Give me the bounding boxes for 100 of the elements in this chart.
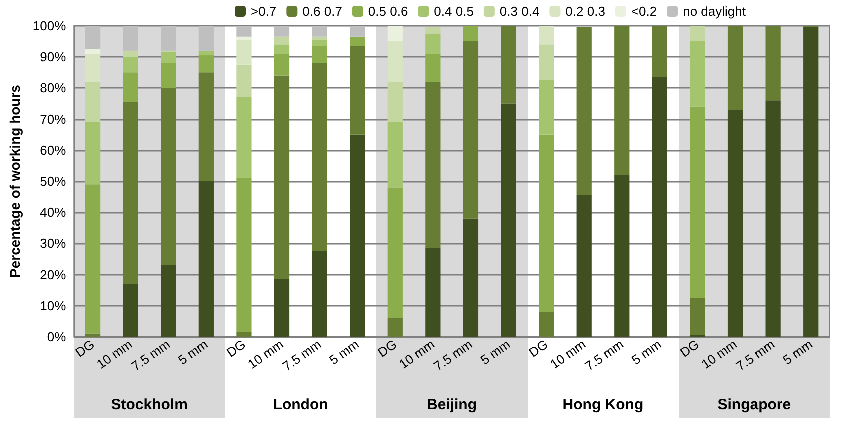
- bar: [388, 188, 403, 318]
- y-tick-label: 50%: [40, 174, 67, 189]
- bar: [538, 80, 554, 135]
- bar: [312, 26, 328, 37]
- legend-label: <0.2: [631, 4, 658, 19]
- bar: [236, 40, 252, 65]
- bar: [274, 36, 290, 45]
- x-tick-label: 5 mm: [478, 336, 514, 368]
- bar: [463, 218, 479, 337]
- x-tick-label: DG: [224, 336, 249, 360]
- bar: [85, 82, 101, 122]
- y-tick-label: 90%: [40, 50, 67, 65]
- x-tick-label: 5 mm: [326, 336, 362, 368]
- bar: [350, 46, 366, 135]
- bar: [690, 42, 706, 107]
- bar: [538, 44, 554, 80]
- text: Hong Kong: [562, 396, 644, 414]
- bar: [576, 28, 592, 196]
- bar: [274, 26, 290, 37]
- bar: [690, 26, 706, 42]
- bar: [463, 26, 479, 42]
- bar: [123, 26, 138, 51]
- x-tick-label: 5 mm: [176, 336, 211, 368]
- x-tick-label: 5 mm: [780, 336, 816, 368]
- x-tick-label: DG: [375, 336, 400, 360]
- y-tick-label: 70%: [40, 112, 67, 127]
- bar: [198, 50, 214, 56]
- bar: [538, 312, 554, 337]
- bar: [85, 49, 101, 54]
- bar: [236, 332, 252, 337]
- legend-label: no daylight: [683, 4, 746, 19]
- y-tick-label: 10%: [40, 298, 67, 314]
- bar: [161, 52, 176, 64]
- bar: [161, 265, 176, 337]
- x-tick-label: DG: [526, 336, 551, 360]
- bar: [501, 104, 516, 337]
- bar: [198, 72, 214, 182]
- bar: [426, 34, 441, 54]
- bar: [463, 42, 479, 219]
- bar: [350, 26, 366, 37]
- y-tick-label: 60%: [40, 142, 67, 158]
- bar: [350, 134, 366, 337]
- text: Singapore: [718, 396, 792, 414]
- bar: [274, 279, 290, 337]
- bar: [85, 334, 101, 337]
- bar: [161, 88, 176, 266]
- bar: [85, 54, 101, 82]
- bar: [123, 102, 138, 284]
- bar: [652, 26, 668, 78]
- bar: [388, 42, 403, 82]
- bar: [198, 26, 214, 51]
- bar: [426, 54, 441, 82]
- bar: [614, 26, 630, 176]
- bar: [388, 122, 403, 188]
- bar: [312, 36, 328, 40]
- y-tick-label: 100%: [32, 18, 67, 34]
- y-tick-label: 20%: [40, 267, 67, 282]
- legend-label: 0.2 0.3: [566, 4, 606, 19]
- x-tick-label: 5 mm: [629, 336, 664, 368]
- text: Beijing: [426, 396, 478, 414]
- legend-label: 0.5 0.6: [368, 4, 408, 19]
- bar: [236, 64, 252, 98]
- y-tick-label: 30%: [40, 236, 67, 252]
- bar: [804, 28, 819, 337]
- bar: [85, 184, 101, 334]
- bar: [236, 98, 252, 178]
- bar: [236, 36, 252, 40]
- bar: [766, 100, 781, 337]
- bar: [501, 26, 516, 104]
- bar: [538, 26, 554, 45]
- bar: [161, 26, 176, 51]
- bar: [728, 26, 744, 110]
- bar: [123, 284, 138, 337]
- bar: [388, 26, 403, 42]
- y-axis-title: Percentage of working hours: [7, 84, 23, 278]
- bar: [690, 298, 706, 336]
- bar: [614, 175, 630, 337]
- bar: [274, 76, 290, 280]
- y-tick-label: 0%: [47, 330, 67, 344]
- bar: [198, 56, 214, 73]
- bar: [388, 82, 403, 122]
- bar: [85, 122, 101, 185]
- y-tick-label: 40%: [40, 205, 67, 220]
- bar: [538, 134, 554, 312]
- bar: [576, 195, 592, 337]
- x-tick-label: DG: [677, 336, 702, 360]
- bar: [274, 44, 290, 54]
- bar: [350, 36, 366, 46]
- legend-label: >0.7: [251, 4, 277, 19]
- y-tick-label: 80%: [40, 80, 67, 96]
- bar: [312, 251, 328, 337]
- bar: [161, 63, 176, 88]
- bar: [652, 77, 668, 337]
- legend-label: 0.3 0.4: [500, 4, 540, 19]
- bar: [426, 28, 441, 34]
- bar: [728, 110, 744, 337]
- bar: [85, 26, 101, 50]
- bar: [236, 26, 252, 37]
- x-tick-label: DG: [72, 336, 98, 360]
- legend-label: 0.6 0.7: [302, 4, 342, 19]
